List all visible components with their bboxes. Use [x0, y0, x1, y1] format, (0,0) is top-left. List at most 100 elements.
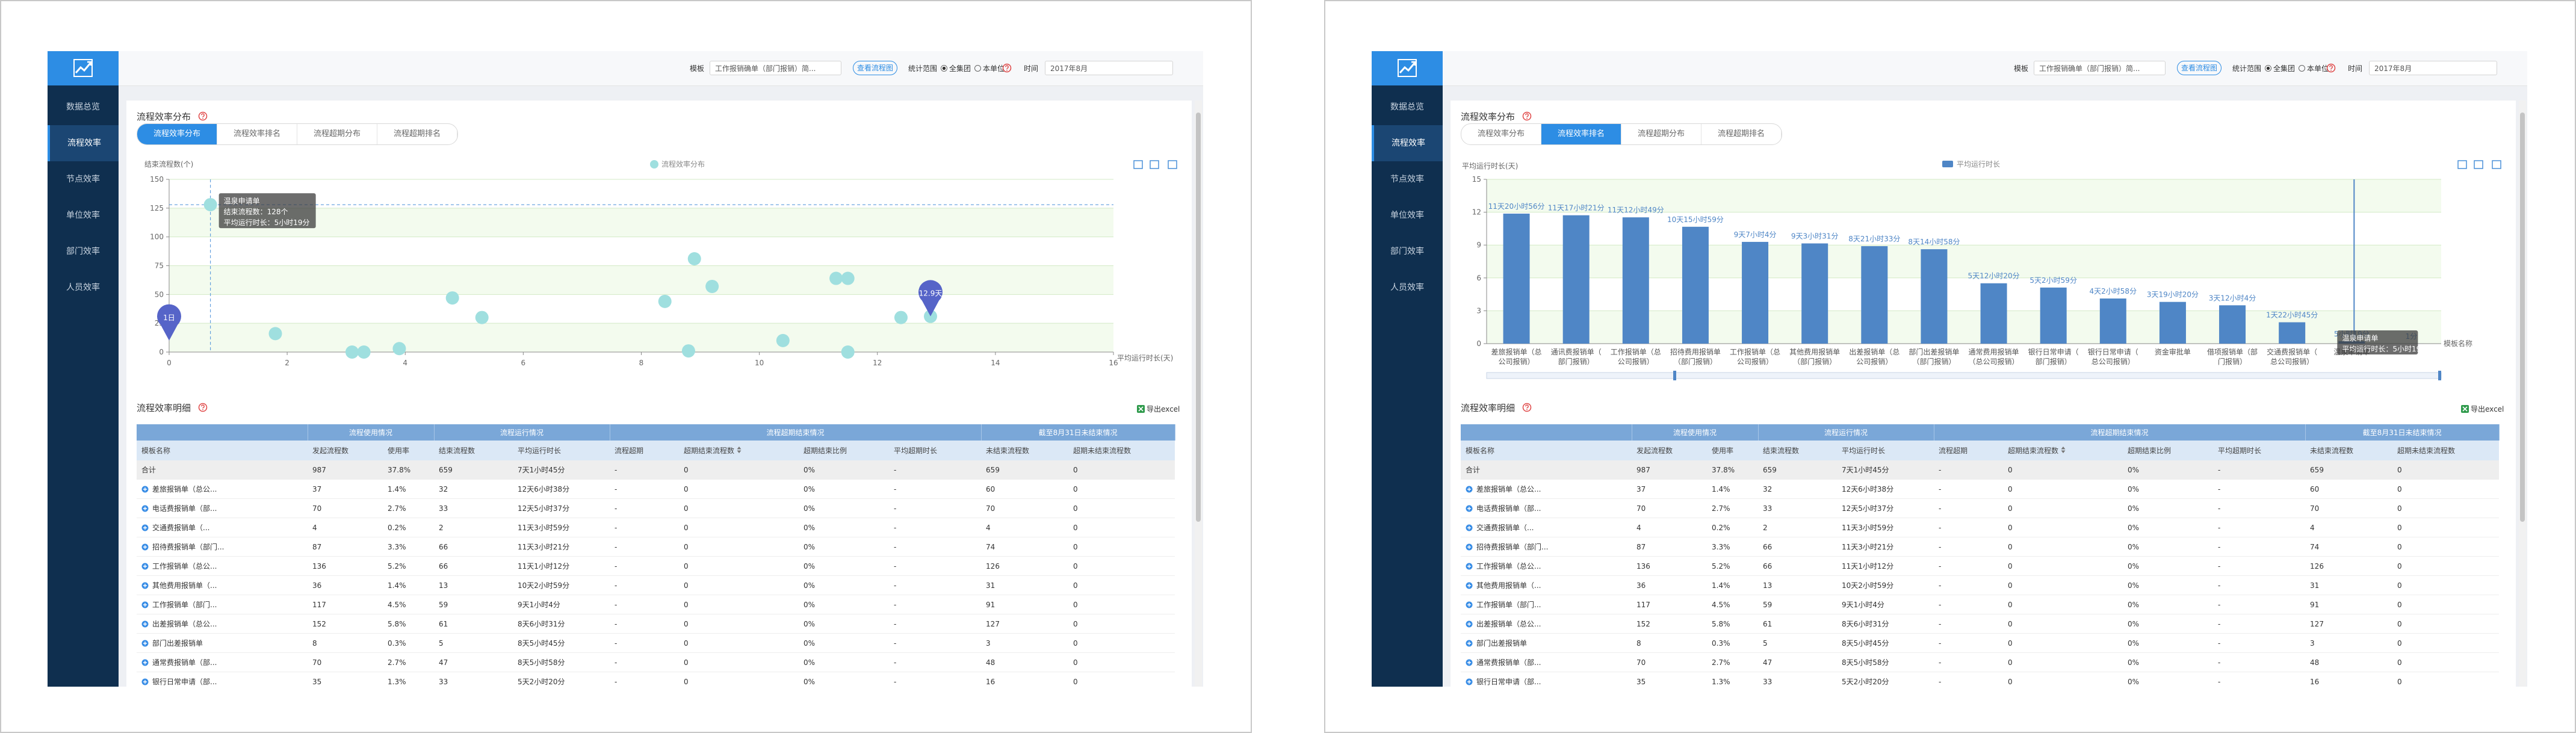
tab[interactable]: 流程超期排名	[1701, 124, 1782, 144]
menu-item[interactable]: 单位效率	[1390, 211, 1424, 220]
radio[interactable]	[2265, 65, 2272, 72]
expand-icon[interactable]	[141, 543, 149, 551]
cell-text[interactable]: 66	[439, 561, 448, 571]
cell-text[interactable]: 31	[986, 581, 995, 590]
cell-text[interactable]: 出差报销单（总公...	[152, 620, 217, 628]
cell-text[interactable]: 152	[312, 619, 326, 628]
cell-text[interactable]: 其他费用报销单（...	[152, 581, 217, 590]
cell-text[interactable]: 60	[986, 484, 995, 493]
menu-item[interactable]: 流程效率	[1372, 125, 1443, 161]
expand-icon[interactable]	[1466, 601, 1473, 608]
radio[interactable]	[974, 65, 982, 72]
cell-text[interactable]: 33	[439, 677, 448, 686]
expand-icon[interactable]	[141, 505, 149, 512]
expand-icon[interactable]	[1466, 524, 1473, 531]
cell-text[interactable]: 其他费用报销单（...	[1476, 581, 1541, 590]
template-select[interactable]: 工作报销确单（部门报销）简...	[2034, 61, 2166, 75]
expand-icon[interactable]	[1466, 620, 1473, 628]
cell-text[interactable]: 差旅报销单（总公...	[152, 485, 217, 493]
cell-text[interactable]: 3	[2310, 639, 2315, 648]
flow-button[interactable]: 查看流程图	[2177, 61, 2221, 75]
cell-text[interactable]: 70	[1636, 504, 1646, 513]
cell-text[interactable]: 70	[312, 504, 322, 513]
cell-text[interactable]: 33	[1763, 677, 1773, 686]
menu-item[interactable]: 部门效率	[1390, 247, 1424, 256]
cell-text[interactable]: 16	[2310, 677, 2320, 686]
menu-item[interactable]: 人员效率	[66, 283, 100, 292]
column-header[interactable]: 超期结束流程数	[2003, 441, 2123, 460]
cell-text[interactable]: 通常费报销单（部...	[152, 658, 217, 667]
cell-text[interactable]: 74	[2310, 542, 2320, 551]
menu-item[interactable]: 单位效率	[66, 211, 100, 220]
cell-text[interactable]: 电话费报销单（部...	[1476, 504, 1541, 513]
cell-text[interactable]: 工作报销单（部门...	[1476, 601, 1541, 609]
menu-item[interactable]: 流程效率	[48, 125, 119, 161]
expand-icon[interactable]	[1466, 582, 1473, 589]
cell-text[interactable]: 通常费报销单（部...	[1476, 658, 1541, 667]
expand-icon[interactable]	[1466, 659, 1473, 666]
column-header[interactable]: 超期结束流程数	[679, 441, 799, 460]
tab[interactable]: 流程效率排名	[217, 124, 297, 144]
cell-text[interactable]: 91	[986, 600, 995, 609]
cell-text[interactable]: 66	[1763, 561, 1773, 571]
cell-text[interactable]: 117	[312, 600, 326, 609]
cell-text[interactable]: 91	[2310, 600, 2320, 609]
cell-text[interactable]: 70	[312, 658, 322, 667]
cell-text[interactable]: 银行日常申请（部...	[1476, 678, 1541, 686]
cell-text[interactable]: 4	[312, 523, 317, 532]
expand-icon[interactable]	[141, 620, 149, 628]
cell-text[interactable]: 47	[1763, 658, 1773, 667]
cell-text[interactable]: 37	[1636, 484, 1646, 493]
expand-icon[interactable]	[141, 563, 149, 570]
cell-text[interactable]: 工作报销单（总公...	[1476, 562, 1541, 571]
toolbox-icon[interactable]	[1150, 160, 1159, 169]
cell-text[interactable]: 152	[1636, 619, 1650, 628]
expand-icon[interactable]	[141, 524, 149, 531]
cell-text[interactable]: 126	[986, 561, 1000, 571]
expand-icon[interactable]	[141, 678, 149, 685]
cell-text[interactable]: 70	[986, 504, 995, 513]
expand-icon[interactable]	[141, 659, 149, 666]
export-button[interactable]: 导出excel	[2461, 404, 2504, 414]
time-select[interactable]: 2017年8月	[2369, 61, 2497, 75]
cell-text[interactable]: 5	[1763, 639, 1768, 648]
cell-text[interactable]: 37	[312, 484, 322, 493]
cell-text[interactable]: 电话费报销单（部...	[152, 504, 217, 513]
toolbox-icon[interactable]	[2492, 160, 2501, 169]
expand-icon[interactable]	[141, 582, 149, 589]
cell-text[interactable]: 2	[1763, 523, 1768, 532]
cell-text[interactable]: 4	[986, 523, 991, 532]
cell-text[interactable]: 35	[1636, 677, 1646, 686]
cell-text[interactable]: 31	[2310, 581, 2320, 590]
cell-text[interactable]: 3	[986, 639, 991, 648]
menu-item[interactable]: 节点效率	[66, 175, 100, 184]
cell-text[interactable]: 127	[2310, 619, 2324, 628]
tab[interactable]: 流程效率分布	[1461, 124, 1541, 144]
zoom-handle[interactable]	[2438, 371, 2441, 380]
toolbox-icon[interactable]	[1168, 160, 1177, 169]
cell-text[interactable]: 70	[1636, 658, 1646, 667]
cell-text[interactable]: 4	[1636, 523, 1641, 532]
toolbox-icon[interactable]	[1133, 160, 1143, 169]
expand-icon[interactable]	[141, 640, 149, 647]
cell-text[interactable]: 4	[2310, 523, 2315, 532]
tab[interactable]: 流程效率分布	[137, 124, 217, 144]
flow-button[interactable]: 查看流程图	[853, 61, 897, 75]
cell-text[interactable]: 36	[312, 581, 322, 590]
tab[interactable]: 流程超期分布	[297, 124, 377, 144]
expand-icon[interactable]	[1466, 563, 1473, 570]
cell-text[interactable]: 5	[439, 639, 444, 648]
expand-icon[interactable]	[1466, 486, 1473, 493]
expand-icon[interactable]	[1466, 678, 1473, 685]
cell-text[interactable]: 87	[1636, 542, 1646, 551]
cell-text[interactable]: 32	[439, 484, 448, 493]
cell-text[interactable]: 59	[1763, 600, 1773, 609]
cell-text[interactable]: 66	[439, 542, 448, 551]
cell-text[interactable]: 48	[2310, 658, 2320, 667]
radio[interactable]	[2299, 65, 2306, 72]
cell-text[interactable]: 74	[986, 542, 995, 551]
cell-text[interactable]: 2	[439, 523, 444, 532]
tab[interactable]: 流程超期分布	[1621, 124, 1701, 144]
expand-icon[interactable]	[1466, 543, 1473, 551]
cell-text[interactable]: 87	[312, 542, 322, 551]
